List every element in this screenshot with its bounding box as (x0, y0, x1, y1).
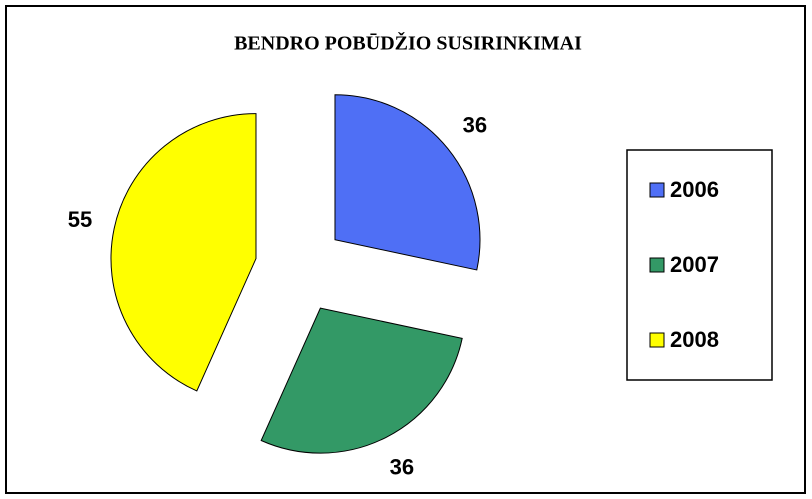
pie-slice (334, 94, 481, 271)
pie-slice (110, 113, 257, 392)
legend-swatch (649, 332, 665, 348)
chart-title: BENDRO POBŪDŽIO SUSIRINKIMAI (234, 31, 582, 55)
pie-slice (260, 307, 463, 454)
data-label: 55 (68, 207, 92, 232)
legend-swatch (649, 182, 665, 198)
legend-label: 2008 (670, 327, 719, 352)
legend-label: 2007 (670, 252, 719, 277)
data-label: 36 (463, 112, 487, 137)
legend-label: 2006 (670, 177, 719, 202)
legend-swatch (649, 257, 665, 273)
data-label: 36 (390, 454, 414, 479)
